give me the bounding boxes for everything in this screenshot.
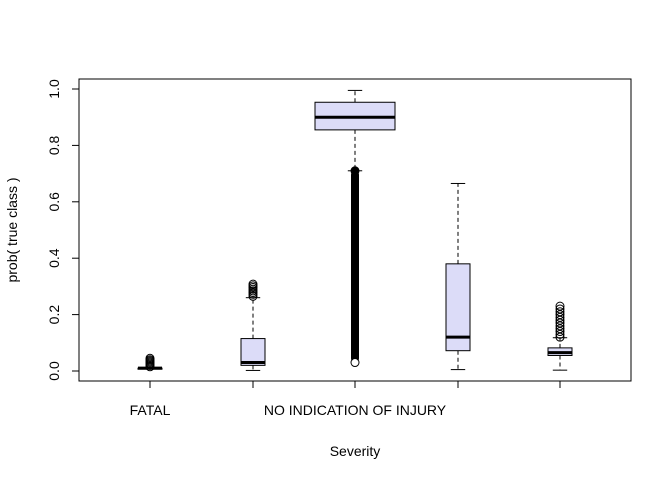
box-4 xyxy=(445,182,471,371)
box-1 xyxy=(137,353,163,372)
y-tick-label: 1.0 xyxy=(46,79,62,99)
boxes-group xyxy=(137,89,573,372)
box-2 xyxy=(240,279,266,371)
outlier-point xyxy=(350,166,360,176)
box-3 xyxy=(314,89,396,368)
outlier-point xyxy=(248,279,258,289)
outlier-point xyxy=(555,307,565,317)
y-tick-label: 0.6 xyxy=(46,192,62,212)
x-axis-label: Severity xyxy=(330,443,381,459)
x-tick-label: FATAL xyxy=(130,402,171,418)
outlier-point xyxy=(555,301,565,311)
x-tick-label: NO INDICATION OF INJURY xyxy=(264,402,447,418)
y-tick-label: 0.4 xyxy=(46,248,62,268)
y-tick-label: 0.2 xyxy=(46,305,62,325)
y-tick-label: 0.0 xyxy=(46,361,62,381)
y-tick-label: 0.8 xyxy=(46,135,62,155)
y-axis-label: prob( true class ) xyxy=(4,177,20,282)
box-iqr xyxy=(240,338,266,366)
y-axis: 0.0 0.2 0.4 0.6 0.8 1.0 xyxy=(46,79,80,381)
outlier-point xyxy=(350,358,360,368)
outlier-dense-band xyxy=(351,170,359,363)
outlier-point xyxy=(555,304,565,314)
x-axis: FATAL NO INDICATION OF INJURY xyxy=(130,380,561,418)
box-5 xyxy=(547,301,573,371)
outlier-point xyxy=(145,353,155,363)
